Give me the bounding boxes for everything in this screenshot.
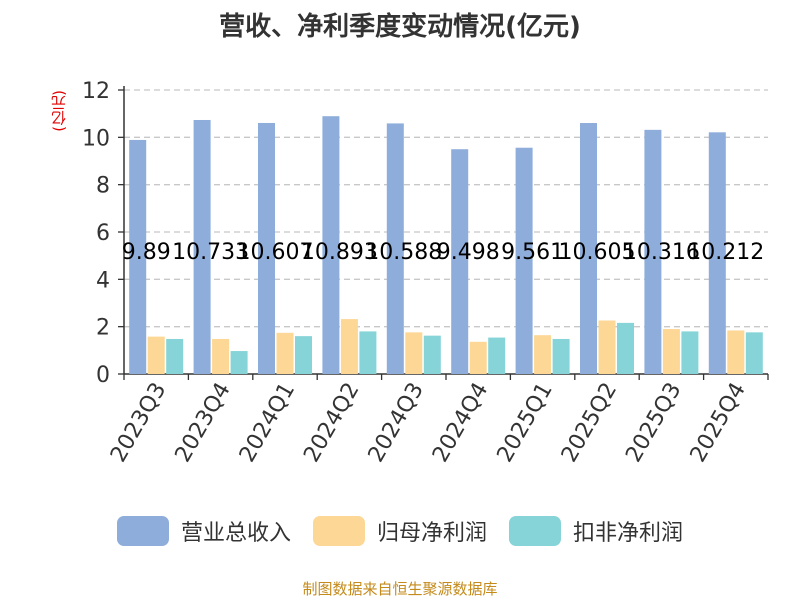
y-tick-label: 6 bbox=[96, 221, 110, 246]
bar-net-profit bbox=[469, 341, 487, 374]
data-label: 9.89 bbox=[122, 240, 171, 265]
bar-net-profit bbox=[340, 319, 358, 374]
x-tick-label: 2025Q4 bbox=[686, 379, 751, 467]
bar-deducted-profit bbox=[681, 331, 699, 374]
bar-net-profit bbox=[276, 332, 294, 374]
x-tick-label: 2025Q3 bbox=[621, 379, 686, 467]
bar-deducted-profit bbox=[488, 337, 506, 374]
legend-item-revenue[interactable]: 营业总收入 bbox=[116, 515, 291, 547]
data-label: 10.212 bbox=[687, 240, 764, 265]
x-tick-label: 2024Q2 bbox=[299, 379, 364, 467]
bar-revenue bbox=[451, 149, 469, 374]
y-tick-label: 0 bbox=[96, 363, 110, 388]
y-tick-label: 10 bbox=[82, 126, 110, 151]
bar-revenue bbox=[386, 123, 404, 375]
bar-net-profit bbox=[212, 338, 230, 374]
x-tick-label: 2024Q1 bbox=[235, 379, 300, 467]
bar-deducted-profit bbox=[230, 351, 248, 374]
data-label: 10.607 bbox=[237, 240, 314, 265]
y-tick-label: 2 bbox=[96, 316, 110, 341]
data-source-note: 制图数据来自恒生聚源数据库 bbox=[302, 580, 498, 598]
data-label: 9.498 bbox=[437, 240, 500, 265]
bar-revenue bbox=[644, 129, 662, 374]
data-label: 10.316 bbox=[623, 240, 700, 265]
legend-swatch-net-profit bbox=[312, 516, 365, 546]
bar-net-profit bbox=[534, 335, 552, 374]
data-label: 10.605 bbox=[559, 240, 636, 265]
bar-net-profit bbox=[598, 320, 616, 374]
chart-title: 营收、净利季度变动情况(亿元) bbox=[219, 12, 581, 42]
bar-revenue bbox=[193, 119, 211, 375]
legend-label-deducted-profit: 扣非净利润 bbox=[573, 521, 684, 546]
data-label: 10.733 bbox=[172, 240, 249, 265]
bar-deducted-profit bbox=[745, 332, 763, 374]
x-tick-label: 2023Q3 bbox=[106, 379, 171, 467]
legend-swatch-revenue bbox=[116, 516, 169, 546]
bar-revenue bbox=[580, 123, 597, 374]
x-tick-label: 2024Q3 bbox=[364, 379, 429, 467]
bar-net-profit bbox=[405, 332, 423, 374]
x-tick-label: 2025Q1 bbox=[492, 379, 557, 467]
bar-net-profit bbox=[662, 329, 680, 374]
bar-deducted-profit bbox=[423, 335, 441, 374]
bar-revenue bbox=[708, 132, 726, 374]
bar-net-profit bbox=[147, 336, 165, 374]
data-label: 10.588 bbox=[365, 240, 442, 265]
bar-revenue bbox=[129, 139, 147, 374]
data-label: 10.893 bbox=[301, 240, 378, 265]
legend: 营业总收入 归母净利润 扣非净利润 bbox=[0, 515, 800, 547]
bar-deducted-profit bbox=[552, 338, 570, 374]
legend-label-net-profit: 归母净利润 bbox=[376, 521, 487, 546]
bar-revenue bbox=[322, 116, 340, 374]
bar-revenue bbox=[515, 147, 533, 374]
x-tick-label: 2023Q4 bbox=[170, 379, 235, 467]
bar-deducted-profit bbox=[295, 336, 312, 374]
legend-item-net-profit[interactable]: 归母净利润 bbox=[312, 515, 487, 547]
bar-deducted-profit bbox=[166, 338, 184, 374]
legend-label-revenue: 营业总收入 bbox=[180, 521, 291, 546]
bar-net-profit bbox=[727, 330, 745, 374]
data-label: 9.561 bbox=[501, 240, 564, 265]
legend-swatch-deducted-profit bbox=[509, 516, 561, 546]
legend-item-deducted-profit[interactable]: 扣非净利润 bbox=[509, 515, 683, 547]
y-tick-label: 4 bbox=[96, 268, 110, 293]
x-tick-label: 2025Q2 bbox=[557, 379, 622, 467]
bar-deducted-profit bbox=[617, 322, 634, 374]
x-tick-label: 2024Q4 bbox=[428, 379, 493, 467]
bar-revenue bbox=[258, 122, 275, 374]
y-tick-label: 12 bbox=[82, 79, 110, 104]
bar-deducted-profit bbox=[359, 331, 377, 374]
y-tick-label: 8 bbox=[96, 174, 110, 199]
